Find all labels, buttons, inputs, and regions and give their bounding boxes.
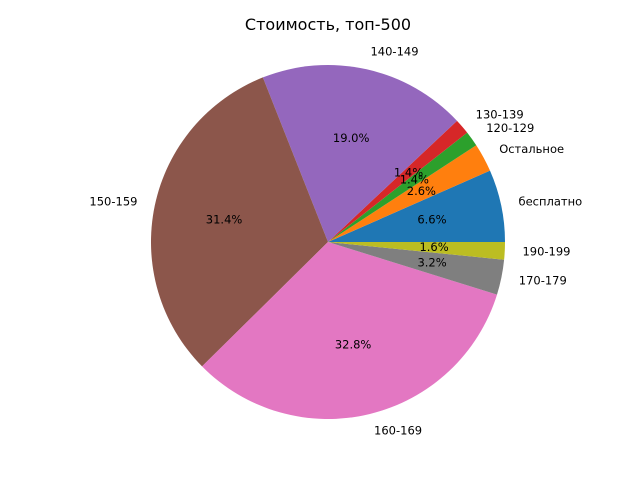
pie-slice-1 bbox=[328, 145, 490, 242]
pie-slice-percent-6: 32.8% bbox=[335, 338, 372, 352]
pie-slice-label-4: 140-149 bbox=[370, 44, 418, 58]
chart-title: Стоимость, топ-500 bbox=[245, 15, 411, 34]
pie-slice-percent-8: 1.6% bbox=[419, 240, 448, 254]
pie-slice-percent-4: 19.0% bbox=[333, 131, 370, 145]
pie-slice-label-2: 120-129 bbox=[486, 121, 534, 135]
pie-slice-0 bbox=[328, 170, 505, 242]
pie-slice-2 bbox=[328, 132, 477, 242]
pie-slices bbox=[150, 65, 505, 419]
pie-slice-label-3: 130-139 bbox=[476, 108, 524, 122]
pie-slice-percent-2: 1.4% bbox=[400, 173, 429, 187]
pie-slice-label-1: Остальное bbox=[499, 142, 564, 156]
pie-slice-6 bbox=[202, 242, 498, 419]
pie-slice-label-8: 190-199 bbox=[522, 244, 570, 258]
pie-slice-label-7: 170-179 bbox=[519, 273, 567, 287]
pie-slice-percent-7: 3.2% bbox=[417, 256, 446, 270]
pie-slice-percent-3: 1.4% bbox=[394, 165, 423, 179]
pie-percent-labels: 6.6%2.6%1.4%1.4%19.0%31.4%32.8%3.2%1.6% bbox=[206, 131, 449, 352]
pie-slice-3 bbox=[328, 120, 468, 242]
pie-slice-5 bbox=[150, 77, 328, 367]
pie-slice-label-6: 160-169 bbox=[374, 424, 422, 438]
pie-slice-label-5: 150-159 bbox=[89, 194, 137, 208]
pie-slice-label-0: бесплатно bbox=[519, 194, 583, 208]
pie-slice-percent-5: 31.4% bbox=[206, 213, 243, 227]
pie-slice-8 bbox=[328, 242, 505, 260]
pie-slice-percent-1: 2.6% bbox=[407, 184, 436, 198]
pie-slice-7 bbox=[328, 242, 505, 295]
pie-slice-4 bbox=[262, 65, 458, 242]
pie-slice-percent-0: 6.6% bbox=[417, 213, 446, 227]
